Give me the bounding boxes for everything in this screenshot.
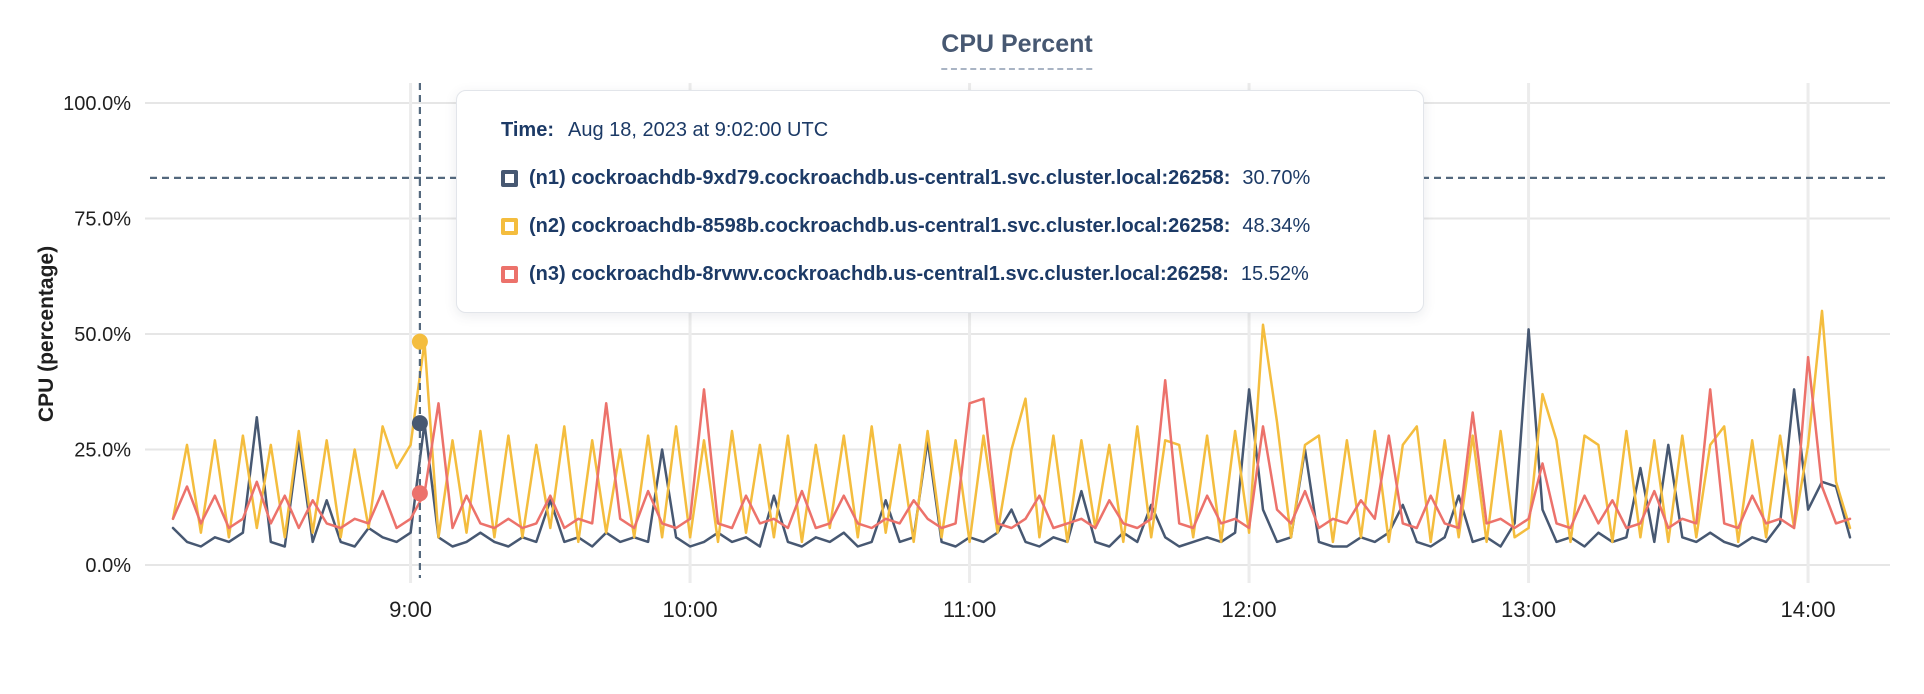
x-tick-label: 12:00 [1222,597,1277,622]
series-n3-label: (n3) cockroachdb-8rvwv.cockroachdb.us-ce… [529,263,1229,285]
x-tick-label: 14:00 [1781,597,1836,622]
tooltip-time-value: Aug 18, 2023 at 9:02:00 UTC [567,119,829,141]
tooltip-time-label: Time: [501,119,554,141]
series-n2-label: (n2) cockroachdb-8598b.cockroachdb.us-ce… [529,215,1231,237]
x-tick-label: 9:00 [389,597,432,622]
series-line-n1 [171,328,1852,548]
series-line-n3 [171,355,1852,530]
y-tick-label: 25.0% [74,440,131,462]
hover-dot-n2 [411,333,428,350]
series-n3-swatch-icon [501,266,518,283]
chart-title[interactable]: CPU Percent [941,30,1093,70]
hover-dot-n3 [411,485,428,502]
hover-dot-n1 [411,415,428,432]
series-n1-label: (n1) cockroachdb-9xd79.cockroachdb.us-ce… [529,167,1231,189]
y-axis-title: CPU (percentage) [35,246,58,422]
y-tick-label: 50.0% [74,324,131,346]
y-tick-label: 0.0% [85,555,131,577]
x-tick-label: 13:00 [1501,597,1556,622]
y-tick-label: 100.0% [63,93,131,115]
tooltip-time-row: Time: Aug 18, 2023 at 9:02:00 UTC [501,119,1383,142]
x-tick-label: 10:00 [663,597,718,622]
series-n2-swatch-icon [501,218,518,235]
series-n2-value: 48.34% [1242,215,1311,237]
y-tick-label: 75.0% [74,209,131,231]
series-n1-value: 30.70% [1242,167,1311,189]
tooltip-series-row-n1: (n1) cockroachdb-9xd79.cockroachdb.us-ce… [501,167,1383,190]
series-n1-swatch-icon [501,170,518,187]
hover-tooltip: Time: Aug 18, 2023 at 9:02:00 UTC (n1) co… [456,90,1424,313]
x-tick-label: 11:00 [943,597,996,622]
series-n3-value: 15.52% [1240,263,1309,285]
tooltip-series-row-n2: (n2) cockroachdb-8598b.cockroachdb.us-ce… [501,215,1383,238]
tooltip-series-row-n3: (n3) cockroachdb-8rvwv.cockroachdb.us-ce… [501,263,1383,286]
series-line-n2 [171,309,1852,544]
